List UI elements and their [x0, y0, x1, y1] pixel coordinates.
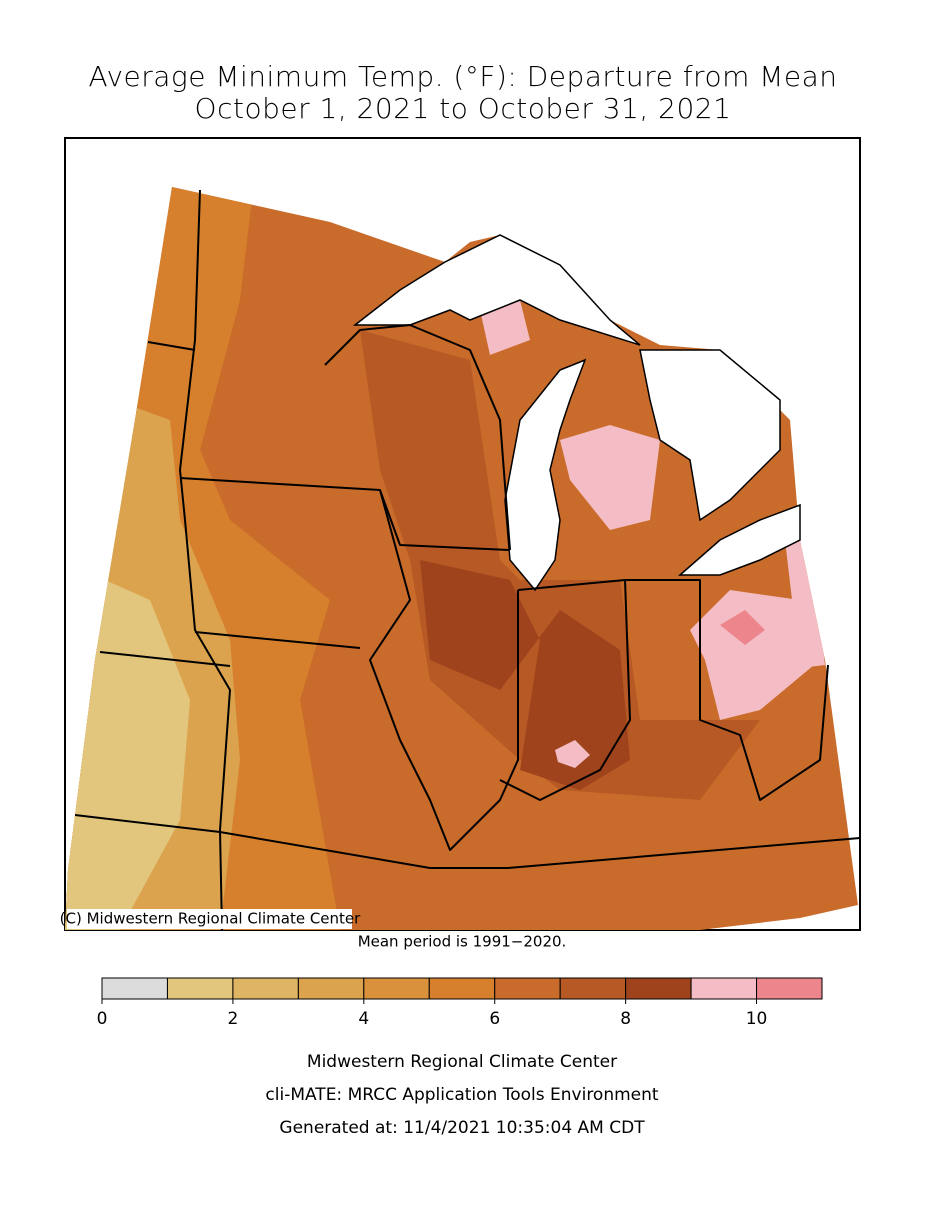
legend-tick-label: 2	[227, 1009, 238, 1029]
legend-bin	[428, 977, 496, 1000]
map-credit: (C) Midwestern Regional Climate Center	[60, 910, 361, 928]
title-line: Average Minimum Temp. (°F): Departure fr…	[88, 60, 837, 93]
legend-bin	[625, 977, 692, 1000]
legend-bin	[297, 977, 365, 1000]
legend-bin	[494, 977, 561, 1000]
title-line: October 1, 2021 to October 31, 2021	[195, 92, 732, 125]
legend-bin	[232, 977, 299, 1000]
legend-tick-label: 10	[746, 1009, 768, 1029]
mean-period-note: Mean period is 1991−2020.	[358, 933, 567, 951]
map	[64, 137, 861, 931]
legend-bin	[166, 977, 234, 1000]
credit-background	[67, 909, 352, 929]
legend-bin	[101, 977, 168, 1000]
legend-tick-label: 0	[97, 1009, 108, 1029]
legend: 0 2 4 6 8 10	[97, 977, 823, 1029]
footer-line: Generated at: 11/4/2021 10:35:04 AM CDT	[279, 1118, 645, 1138]
legend-bin	[690, 977, 758, 1000]
legend-tick-label: 4	[358, 1009, 369, 1029]
footer-line: Midwestern Regional Climate Center	[307, 1052, 617, 1072]
legend-bin	[559, 977, 627, 1000]
legend-tick-label: 8	[620, 1009, 631, 1029]
footer-line: cli-MATE: MRCC Application Tools Environ…	[265, 1085, 658, 1105]
legend-tick-label: 6	[489, 1009, 500, 1029]
credit-box: (C) Midwestern Regional Climate Center	[60, 909, 361, 929]
legend-bin	[363, 977, 430, 1000]
legend-bin	[756, 977, 823, 1000]
